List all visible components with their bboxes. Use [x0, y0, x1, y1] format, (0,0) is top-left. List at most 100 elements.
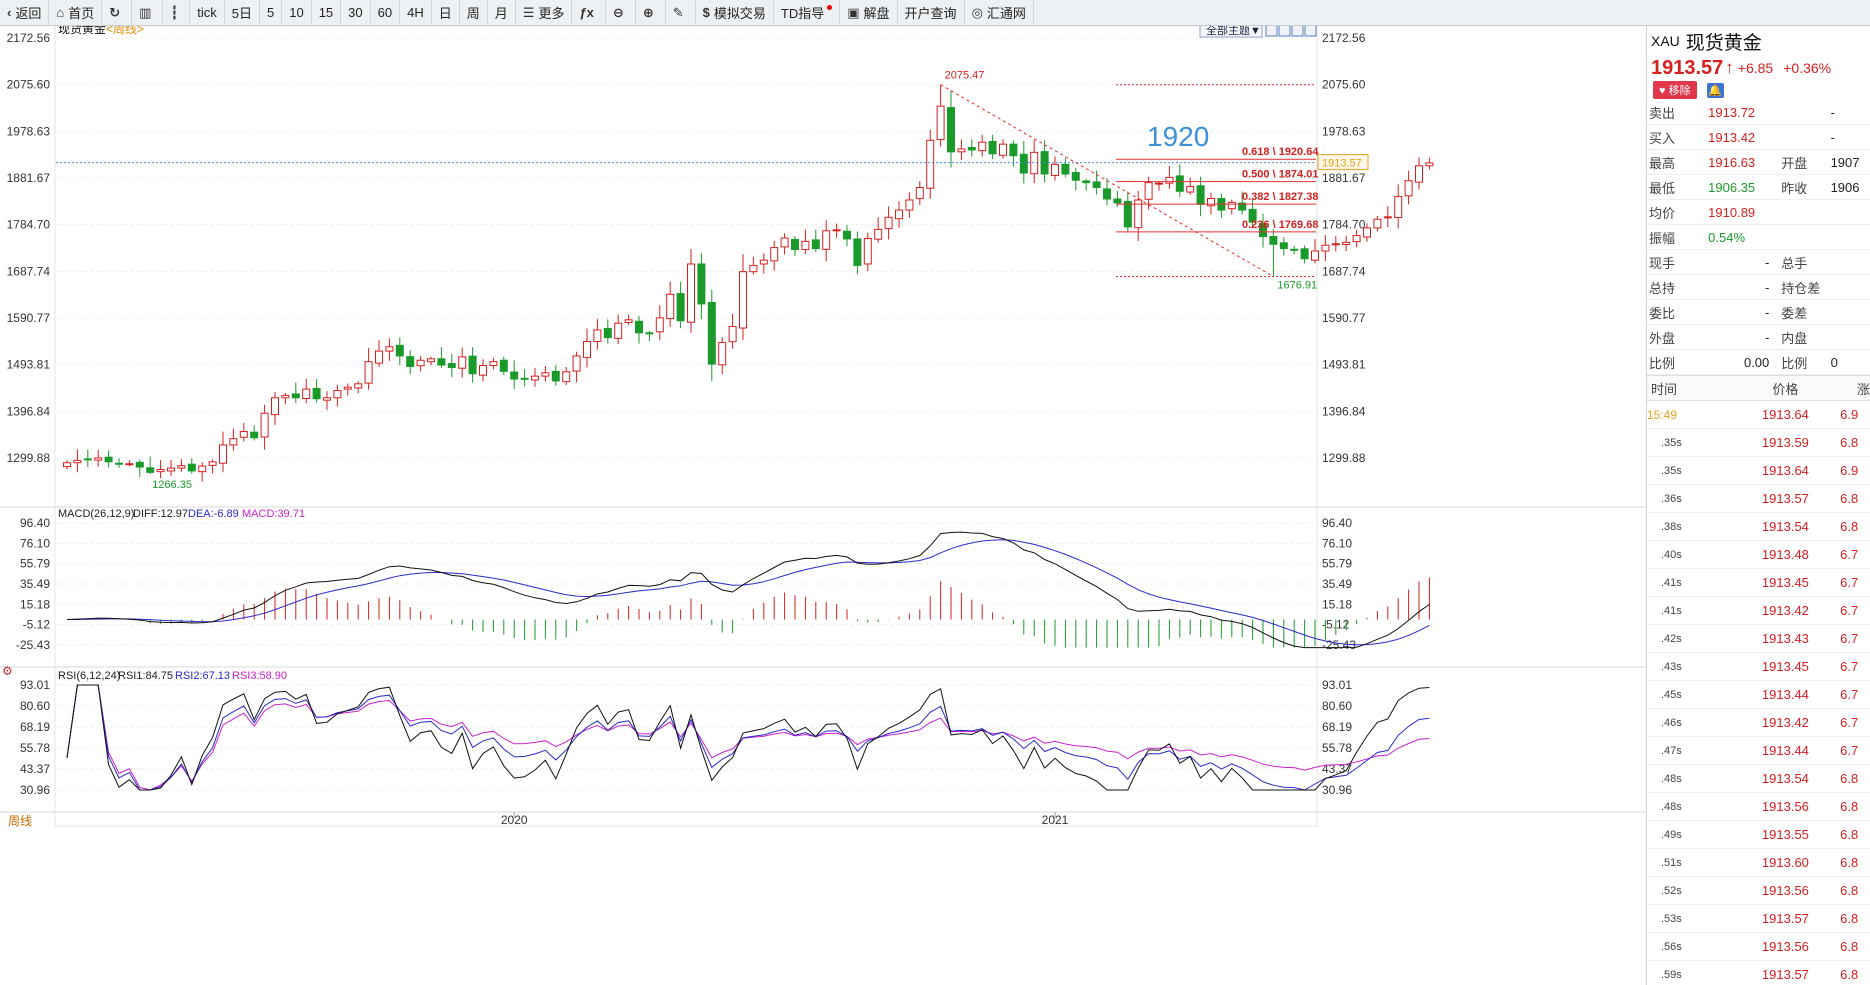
toolbar-button-10[interactable]: 30 — [341, 0, 371, 26]
candle-body — [999, 143, 1007, 156]
toolbar-button-18[interactable]: ⊖ — [606, 0, 636, 26]
toolbar-button-5[interactable]: tick — [190, 0, 225, 26]
toolbar-button-0[interactable]: ‹ 返回 — [0, 0, 50, 26]
toolbar-button-6[interactable]: 5日 — [225, 0, 260, 26]
candle-body — [156, 468, 165, 473]
tick-list[interactable]: 15:49 1913.64 6.9 .35s 1913.59 6.8 .35s 1913.64… — [1647, 401, 1870, 985]
quote-value: 1913.42 — [1708, 129, 1756, 145]
candle-body — [1071, 172, 1080, 181]
bell-icon[interactable]: 🔔 — [1706, 82, 1724, 98]
candle-body — [1321, 244, 1330, 252]
toolbar-button-13[interactable]: 日 — [432, 0, 460, 26]
price-axis-label-right: 1881.67 — [1322, 171, 1366, 185]
quote-value: 1916.63 — [1708, 154, 1756, 170]
candle-body — [770, 247, 779, 262]
tick-time: .46s — [1661, 716, 1682, 729]
candle-body — [1175, 175, 1184, 192]
candle-body — [1363, 227, 1371, 238]
zoom-in-icon: ⊕ — [642, 4, 654, 20]
toolbar-button-15[interactable]: 月 — [488, 0, 516, 26]
chart-area[interactable]: 2172.56 2172.56 2075.60 2075.60 1978.63 1978.… — [0, 26, 1646, 985]
quote-rows: 卖出 1913.72 - 买入 1913.42 - 最高 1916.63 开盘 1907 最低 190… — [1647, 100, 1870, 375]
price-axis-label-right: 1590.77 — [1322, 311, 1366, 325]
tick-price: 1913.59 — [1761, 435, 1809, 450]
toolbar-button-21[interactable]: $ 模拟交易 — [696, 0, 774, 26]
candle-body — [728, 326, 737, 343]
fib-label: 0.382 \ 1827.38 — [1242, 191, 1318, 203]
remove-watchlist-button[interactable]: ♥ 移除 — [1653, 81, 1697, 99]
candle-body — [1103, 188, 1111, 200]
toolbar-label: 返回 — [15, 6, 42, 21]
toolbar-button-3[interactable]: ▥ — [132, 0, 164, 26]
macd-dea-line — [67, 539, 1430, 646]
candle-body — [1373, 218, 1382, 229]
candle-body — [1425, 162, 1434, 167]
macd-value: MACD:39.71 — [242, 508, 305, 520]
quote-key: 总持 — [1649, 280, 1676, 296]
toolbar-button-22[interactable]: TD指导 — [774, 0, 841, 26]
toolbar-label: 更多 — [538, 6, 565, 21]
candle-body — [1051, 163, 1059, 176]
layout-toggle-icon — [1304, 26, 1317, 37]
tick-time: 15:49 — [1647, 407, 1678, 422]
toolbar-button-1[interactable]: ⌂ 首页 — [49, 0, 103, 26]
candle-body — [635, 320, 643, 334]
macd-axis-label-left: 55.79 — [20, 557, 50, 571]
tick-price: 1913.60 — [1761, 855, 1809, 870]
candlestick-chart[interactable]: 2172.56 2172.56 2075.60 2075.60 1978.63 1978.… — [0, 26, 1646, 985]
toolbar-button-9[interactable]: 15 — [312, 0, 342, 26]
toolbar-label: 汇通网 — [986, 6, 1026, 21]
candle-body — [1165, 176, 1174, 184]
tick-change: 6.8 — [1840, 799, 1859, 814]
chart-period: <周线> — [106, 26, 144, 36]
toolbar-button-17[interactable]: ƒx — [572, 0, 606, 26]
toolbar-button-11[interactable]: 60 — [371, 0, 401, 26]
toolbar-label: 60 — [377, 5, 393, 20]
candle-body — [239, 430, 248, 438]
tick-row: .51s 1913.60 6.8 — [1647, 849, 1870, 877]
rsi-2: RSI2:67.13 — [175, 670, 230, 682]
tick-row: .49s 1913.55 6.8 — [1647, 821, 1870, 849]
toolbar-button-20[interactable]: ✎ — [666, 0, 696, 26]
candle-body — [271, 397, 279, 416]
toolbar-label: 首页 — [68, 6, 95, 21]
toolbar-button-7[interactable]: 5 — [260, 0, 283, 26]
tick-price: 1913.42 — [1761, 715, 1809, 730]
toolbar-button-12[interactable]: 4H — [400, 0, 432, 26]
candle-body — [759, 259, 768, 265]
toolbar-button-14[interactable]: 周 — [460, 0, 488, 26]
quote-row: 卖出 1913.72 - — [1647, 100, 1870, 125]
price-axis-label-right: 1784.70 — [1322, 218, 1366, 232]
candle-body — [1383, 216, 1392, 219]
layout-toggle-icon — [1278, 26, 1291, 37]
price-axis-label-left: 2075.60 — [7, 78, 51, 92]
candle-body — [1196, 185, 1205, 205]
candle-body — [1352, 235, 1361, 243]
toolbar-button-2[interactable]: ↻ — [102, 0, 133, 26]
low-label-2021: 1676.91 — [1277, 280, 1317, 292]
tick-change: 6.8 — [1840, 491, 1859, 506]
tick-change: 6.7 — [1840, 659, 1859, 674]
candle-body — [988, 141, 997, 155]
toolbar-button-23[interactable]: ▣ 解盘 — [840, 0, 898, 26]
quote-value: - — [1764, 329, 1770, 345]
tick-change: 6.7 — [1840, 715, 1859, 730]
toolbar-button-4[interactable]: ┇ — [163, 0, 191, 26]
price-axis-label-left: 1784.70 — [7, 218, 51, 232]
quote-change-pct: +0.36% — [1783, 60, 1832, 76]
toolbar-button-25[interactable]: ◎ 汇通网 — [965, 0, 1034, 26]
candle-body — [884, 216, 893, 230]
toolbar-label: 月 — [494, 6, 508, 21]
toolbar-button-24[interactable]: 开户查询 — [898, 0, 965, 26]
tick-change: 6.8 — [1840, 827, 1859, 842]
toolbar-button-16[interactable]: ☰ 更多 — [516, 0, 573, 26]
tick-price: 1913.57 — [1761, 967, 1809, 982]
candle-body — [832, 229, 841, 232]
macd-diff: DIFF:12.97 — [133, 508, 188, 520]
candle-body — [645, 332, 654, 335]
toolbar-label: tick — [197, 5, 217, 20]
toolbar-label: 15 — [318, 5, 334, 20]
candle-body — [791, 238, 799, 251]
toolbar-button-8[interactable]: 10 — [282, 0, 312, 26]
toolbar-button-19[interactable]: ⊕ — [636, 0, 666, 26]
